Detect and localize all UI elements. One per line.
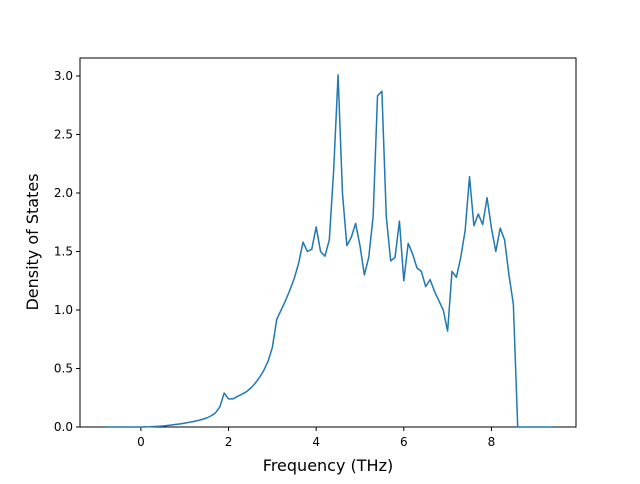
y-tick-label: 3.0 <box>54 69 73 83</box>
line-series <box>105 74 553 428</box>
x-tick-label: 4 <box>312 435 320 449</box>
x-tick-label: 0 <box>137 435 145 449</box>
plot-frame <box>79 57 577 428</box>
y-axis-label: Density of States <box>23 173 42 310</box>
x-tick-label: 8 <box>488 435 496 449</box>
x-axis-label: Frequency (THz) <box>263 456 393 475</box>
y-tick-label: 2.0 <box>54 186 73 200</box>
x-tick-label: 2 <box>225 435 233 449</box>
x-tick-label: 6 <box>400 435 408 449</box>
y-tick-label: 1.5 <box>54 245 73 259</box>
y-tick-label: 0.5 <box>54 362 73 376</box>
y-tick-label: 1.0 <box>54 303 73 317</box>
y-tick-label: 0.0 <box>54 420 73 434</box>
y-tick-label: 2.5 <box>54 128 73 142</box>
